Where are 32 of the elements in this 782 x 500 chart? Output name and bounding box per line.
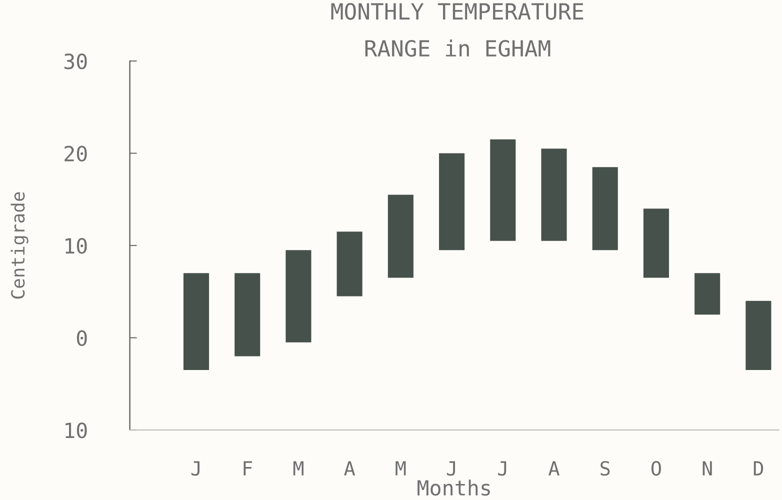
bar	[388, 194, 414, 278]
y-tick-label: 10	[66, 238, 87, 254]
bar	[336, 232, 362, 296]
y-tick-label: 20	[64, 146, 87, 162]
bar	[592, 167, 618, 250]
x-tick-label: J	[191, 461, 200, 476]
bar	[694, 273, 720, 315]
y-axis-title: Centigrade	[10, 192, 28, 299]
x-tick-label: N	[702, 461, 712, 476]
bar	[643, 208, 669, 278]
chart-title: MONTHLY TEMPERATURE RANGE in EGHAM	[331, 3, 584, 57]
x-tick-label: D	[754, 461, 764, 476]
x-tick-label: J	[498, 461, 506, 476]
x-axis-title: Months	[418, 480, 490, 496]
x-tick-label: A	[344, 461, 356, 476]
bar	[286, 250, 312, 342]
x-tick-label: S	[600, 461, 610, 476]
y-tick-label: 30	[64, 54, 87, 70]
x-tick-label: J	[446, 461, 456, 476]
bar	[439, 153, 465, 250]
x-tick-label: A	[548, 461, 560, 476]
bar	[541, 148, 567, 241]
bar	[490, 139, 516, 241]
x-tick-label: M	[293, 461, 304, 476]
x-tick-label: M	[396, 461, 406, 476]
x-tick-label: O	[651, 461, 661, 476]
y-tick-label: 10	[66, 422, 87, 438]
x-tick-label: F	[244, 461, 252, 476]
bar	[183, 273, 210, 370]
bar	[234, 273, 260, 356]
y-tick-label: 0	[76, 330, 87, 346]
bar	[746, 300, 772, 370]
